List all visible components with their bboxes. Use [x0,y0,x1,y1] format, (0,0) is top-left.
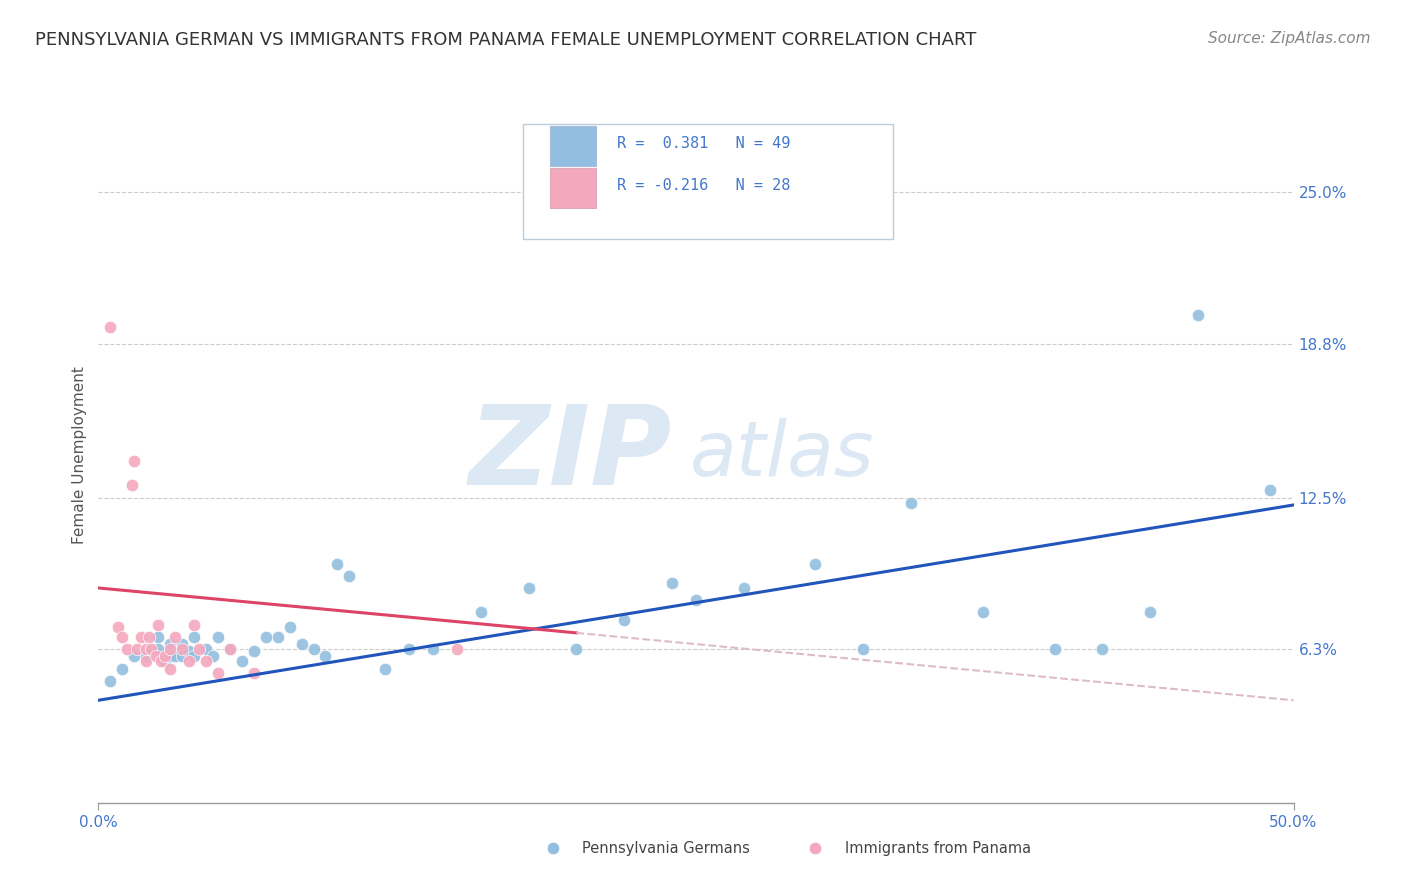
Point [517,581,540,595]
FancyBboxPatch shape [523,124,893,239]
Point [900,495,922,509]
Point [148,642,170,657]
Point [148,630,170,644]
Point [254,630,277,644]
Point [291,637,314,651]
Point [111,661,134,675]
Text: Pennsylvania Germans: Pennsylvania Germans [582,840,751,855]
Point [159,649,181,664]
Point [115,642,138,657]
Text: atlas: atlas [690,418,875,491]
Bar [550,126,596,166]
Point [138,630,160,644]
Point [267,630,290,644]
Point [124,649,146,664]
Text: Immigrants from Panama: Immigrants from Panama [845,840,1032,855]
Point [685,593,707,607]
Point [207,666,229,681]
Point [422,642,444,657]
Point [1091,642,1114,657]
Point [149,654,172,668]
Point [470,606,492,620]
Point [804,557,827,571]
Bar [550,168,596,208]
Point [163,630,186,644]
Point [565,642,588,657]
Point [733,581,755,595]
Text: Source: ZipAtlas.com: Source: ZipAtlas.com [1208,31,1371,46]
Point [187,642,209,657]
Point [172,642,194,657]
Point [155,649,177,664]
Point [139,644,162,658]
Point [98,673,122,688]
Point [339,568,360,582]
Point [121,478,143,492]
Point [163,649,186,664]
Point [398,642,420,657]
Point [135,649,157,664]
Point [231,654,253,668]
Point [159,637,181,651]
Text: PENNSYLVANIA GERMAN VS IMMIGRANTS FROM PANAMA FEMALE UNEMPLOYMENT CORRELATION CH: PENNSYLVANIA GERMAN VS IMMIGRANTS FROM P… [35,31,977,49]
Point [124,454,146,468]
Point [194,642,218,657]
Point [219,642,242,657]
Point [148,617,170,632]
Point [661,576,683,591]
Point [107,620,129,634]
Point [183,649,205,664]
Point [243,666,266,681]
Point [613,613,636,627]
Point [98,319,122,334]
Point [315,649,337,664]
Text: ZIP: ZIP [468,401,672,508]
Point [302,642,325,657]
Point [446,642,468,657]
Point [159,661,181,675]
Point [135,642,157,657]
Point [207,630,229,644]
Point [145,649,167,664]
Point [972,606,994,620]
Point [852,642,875,657]
Point [194,654,218,668]
Point [179,644,201,658]
Point [1187,308,1209,322]
Text: R =  0.381   N = 49: R = 0.381 N = 49 [617,136,790,152]
Y-axis label: Female Unemployment: Female Unemployment [72,366,87,544]
Point [183,617,205,632]
Point [131,630,153,644]
Point [172,649,194,664]
Point [326,557,349,571]
Point [111,630,134,644]
Point [155,654,177,668]
Text: R = -0.216   N = 28: R = -0.216 N = 28 [617,178,790,194]
Point [219,642,242,657]
Point [139,642,162,657]
Point [1139,606,1161,620]
Point [135,654,157,668]
Point [243,644,266,658]
Point [179,654,201,668]
Point [278,620,301,634]
Point [202,649,225,664]
Point [125,642,148,657]
Point [1043,642,1066,657]
Point [183,630,205,644]
Point [172,637,194,651]
Point [1258,483,1281,498]
Point [159,642,181,657]
Point [374,661,396,675]
